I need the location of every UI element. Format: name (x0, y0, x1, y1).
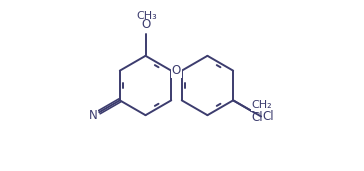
Text: N: N (89, 109, 98, 122)
Text: Cl: Cl (262, 110, 273, 123)
Text: O: O (172, 64, 181, 77)
Text: Cl: Cl (252, 111, 263, 124)
Text: O: O (141, 18, 150, 31)
Text: CH₂: CH₂ (251, 100, 272, 110)
Text: CH₃: CH₃ (136, 11, 157, 21)
